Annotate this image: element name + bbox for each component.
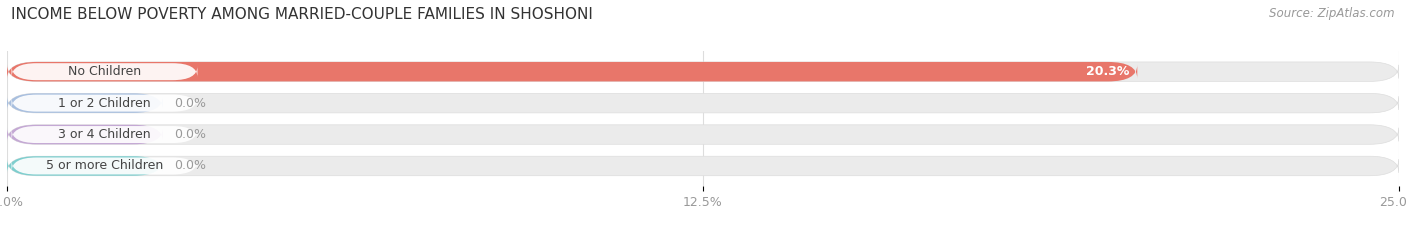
Text: 0.0%: 0.0%: [174, 159, 207, 172]
FancyBboxPatch shape: [7, 125, 1399, 144]
Text: 0.0%: 0.0%: [174, 128, 207, 141]
Text: INCOME BELOW POVERTY AMONG MARRIED-COUPLE FAMILIES IN SHOSHONI: INCOME BELOW POVERTY AMONG MARRIED-COUPL…: [11, 7, 593, 22]
FancyBboxPatch shape: [7, 156, 163, 176]
FancyBboxPatch shape: [7, 125, 163, 144]
Text: 1 or 2 Children: 1 or 2 Children: [58, 97, 150, 110]
FancyBboxPatch shape: [11, 126, 197, 143]
Text: No Children: No Children: [67, 65, 141, 78]
FancyBboxPatch shape: [7, 62, 1399, 81]
FancyBboxPatch shape: [7, 156, 1399, 176]
FancyBboxPatch shape: [7, 93, 163, 113]
Text: Source: ZipAtlas.com: Source: ZipAtlas.com: [1270, 7, 1395, 20]
FancyBboxPatch shape: [7, 62, 1137, 81]
Text: 5 or more Children: 5 or more Children: [46, 159, 163, 172]
Text: 20.3%: 20.3%: [1085, 65, 1129, 78]
FancyBboxPatch shape: [11, 63, 197, 80]
Text: 0.0%: 0.0%: [174, 97, 207, 110]
Text: 3 or 4 Children: 3 or 4 Children: [58, 128, 150, 141]
FancyBboxPatch shape: [11, 95, 197, 112]
FancyBboxPatch shape: [7, 93, 1399, 113]
FancyBboxPatch shape: [11, 158, 197, 175]
